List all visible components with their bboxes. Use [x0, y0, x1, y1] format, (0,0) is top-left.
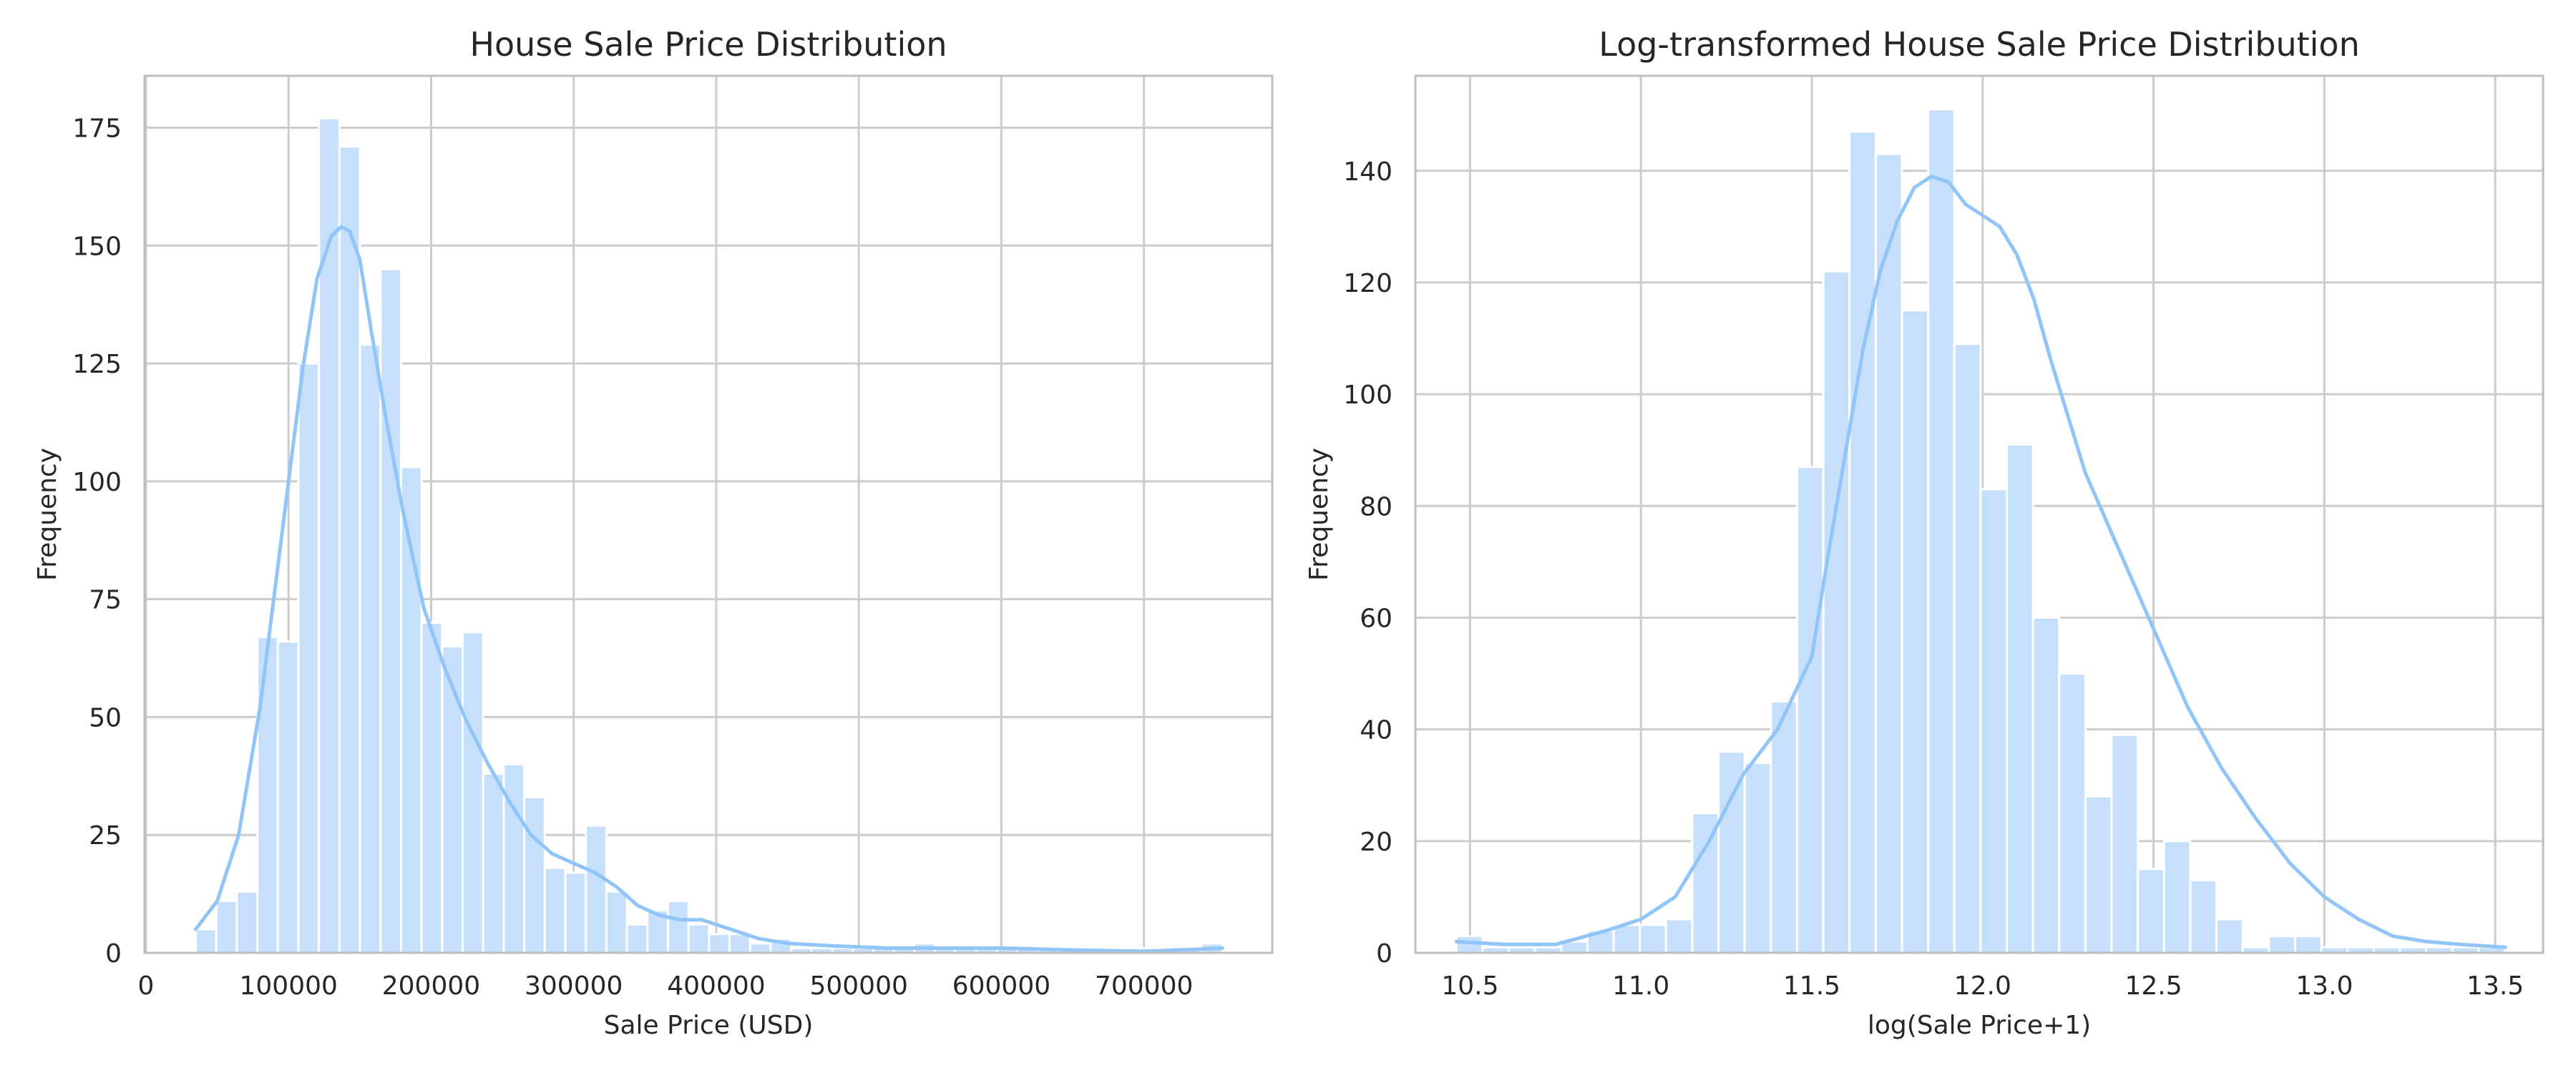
- kde-line: [194, 225, 1224, 954]
- histogram-bar: [1743, 761, 1772, 954]
- histogram-bar: [1664, 918, 1694, 954]
- histogram-bar: [235, 890, 259, 954]
- y-tick-label: 100: [1343, 381, 1392, 410]
- histogram-bar: [708, 933, 731, 954]
- histogram-bar: [728, 933, 751, 954]
- histogram-bar: [462, 631, 484, 954]
- log-sale-price-histogram: Log-transformed House Sale Price Distrib…: [1304, 25, 2545, 1040]
- x-tick-label: 10.5: [1441, 971, 1498, 1001]
- chart-title: Log-transformed House Sale Price Distrib…: [1599, 25, 2359, 64]
- x-tick-label: 400000: [667, 971, 765, 1001]
- x-tick-label: 13.0: [2296, 971, 2353, 1001]
- histogram-bar: [2084, 795, 2113, 954]
- y-tick-label: 50: [89, 703, 122, 733]
- histogram-bar: [687, 923, 711, 954]
- x-tick-label: 0: [138, 971, 155, 1001]
- histogram-bar: [215, 899, 238, 954]
- x-tick-label: 12.5: [2124, 971, 2182, 1001]
- histogram-bar: [482, 773, 505, 954]
- x-tick-label: 12.0: [1954, 971, 2011, 1001]
- histogram-bar: [543, 866, 567, 954]
- histogram-bar: [564, 871, 587, 954]
- tick-labels: 10.5 11.0 11.5 12.0 12.5 13.0 13.5 0 20 40 60 80 100…: [1343, 157, 2524, 1001]
- histogram-bar: [1979, 488, 2009, 954]
- histogram-bar: [523, 795, 546, 954]
- y-tick-label: 140: [1343, 157, 1392, 187]
- y-tick-label: 25: [89, 821, 122, 851]
- y-tick-label: 175: [72, 114, 122, 144]
- histogram-bar: [585, 824, 608, 954]
- histogram-bars: [195, 117, 1224, 954]
- histogram-bar: [276, 640, 300, 954]
- x-tick-label: 300000: [525, 971, 623, 1001]
- histogram-bar: [748, 942, 772, 954]
- x-tick-label: 13.5: [2467, 971, 2524, 1001]
- y-axis-label: Frequency: [33, 448, 62, 581]
- kde-line: [1454, 175, 2507, 949]
- y-tick-label: 0: [1376, 939, 1392, 969]
- histogram-bar: [2293, 935, 2323, 954]
- y-tick-label: 125: [72, 350, 122, 379]
- x-tick-label: 100000: [240, 971, 338, 1001]
- histogram-bar: [1796, 466, 1825, 954]
- histogram-bar: [1639, 923, 1667, 954]
- y-tick-label: 80: [1360, 492, 1392, 521]
- x-tick-label: 200000: [382, 971, 480, 1001]
- y-tick-label: 60: [1360, 604, 1392, 633]
- y-tick-label: 120: [1343, 269, 1392, 298]
- histogram-bar: [1822, 270, 1851, 954]
- chart-title: House Sale Price Distribution: [469, 25, 947, 64]
- y-tick-label: 0: [105, 939, 122, 969]
- plot-frame: [1414, 74, 2545, 954]
- x-tick-label: 600000: [952, 971, 1050, 1001]
- histogram-bar: [358, 343, 382, 954]
- histogram-bar: [2058, 672, 2087, 954]
- histogram-bar: [502, 763, 526, 954]
- histogram-bar: [2268, 935, 2296, 954]
- histogram-bar: [1901, 309, 1930, 954]
- x-axis-label: log(Sale Price+1): [1868, 1011, 2091, 1040]
- histogram-bar: [1953, 343, 1982, 954]
- y-tick-label: 150: [72, 232, 122, 261]
- histogram-bar: [399, 466, 423, 954]
- histogram-bar: [2110, 733, 2140, 954]
- histogram-bar: [605, 890, 628, 954]
- histogram-bar: [2162, 840, 2192, 954]
- histogram-bar: [667, 899, 690, 954]
- histogram-bar: [1770, 700, 1798, 954]
- kde-curve: [194, 225, 1224, 954]
- histogram-bar: [441, 645, 464, 954]
- histogram-bar: [338, 145, 361, 954]
- histogram-bar: [2006, 443, 2034, 954]
- histogram-bar: [2215, 918, 2244, 954]
- histogram-bar: [2189, 878, 2218, 954]
- plot-frame: [143, 74, 1274, 954]
- histogram-bar: [625, 923, 649, 954]
- x-axis-label: Sale Price (USD): [604, 1011, 814, 1040]
- y-axis-label: Frequency: [1304, 448, 1334, 581]
- histogram-bar: [1612, 923, 1641, 954]
- x-tick-label: 500000: [809, 971, 907, 1001]
- histogram-bar: [297, 362, 321, 954]
- x-tick-label: 700000: [1095, 971, 1193, 1001]
- histogram-bar: [256, 635, 279, 954]
- y-tick-label: 40: [1360, 716, 1392, 745]
- histogram-bar: [2031, 616, 2061, 954]
- kde-curve: [1454, 175, 2507, 949]
- histogram-bar: [195, 928, 218, 954]
- histogram-bar: [1848, 130, 1877, 954]
- y-tick-label: 20: [1360, 828, 1392, 857]
- tick-labels: 0 100000 200000 300000 400000 500000 600000 700…: [72, 114, 1193, 1001]
- histogram-bar: [1927, 108, 1956, 954]
- y-tick-label: 100: [72, 468, 122, 497]
- histogram-bar: [2137, 868, 2165, 954]
- histogram-bar: [420, 622, 444, 954]
- histogram-bar: [379, 268, 402, 954]
- sale-price-histogram: House Sale Price Distribution 0 100000 200…: [33, 25, 1274, 1040]
- y-tick-label: 75: [89, 586, 122, 615]
- x-tick-label: 11.0: [1612, 971, 1669, 1001]
- x-tick-label: 11.5: [1783, 971, 1840, 1001]
- histogram-bars: [1455, 108, 2507, 954]
